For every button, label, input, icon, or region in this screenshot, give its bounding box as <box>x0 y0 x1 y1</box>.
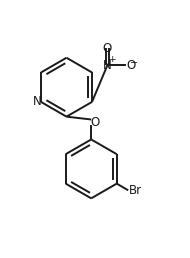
Text: O: O <box>90 116 99 129</box>
Text: −: − <box>130 58 138 68</box>
Text: O: O <box>126 59 136 72</box>
Text: Br: Br <box>129 184 142 197</box>
Text: N: N <box>103 59 112 72</box>
Text: N: N <box>32 95 41 108</box>
Text: O: O <box>103 42 112 55</box>
Text: +: + <box>108 55 115 64</box>
